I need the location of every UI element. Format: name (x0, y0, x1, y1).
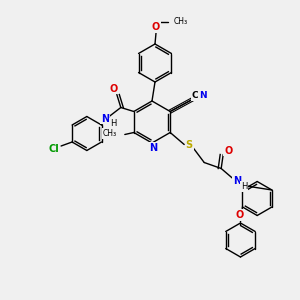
Text: H: H (241, 182, 247, 191)
Text: N: N (233, 176, 241, 187)
Text: O: O (224, 146, 232, 155)
Text: H: H (110, 119, 116, 128)
Text: C: C (192, 91, 199, 100)
Text: Cl: Cl (49, 144, 59, 154)
Text: O: O (152, 22, 160, 32)
Text: N: N (149, 143, 157, 153)
Text: S: S (186, 140, 193, 149)
Text: N: N (200, 91, 207, 100)
Text: N: N (101, 113, 109, 124)
Text: O: O (110, 83, 118, 94)
Text: CH₃: CH₃ (174, 17, 188, 26)
Text: O: O (235, 210, 244, 220)
Text: CH₃: CH₃ (103, 129, 117, 138)
